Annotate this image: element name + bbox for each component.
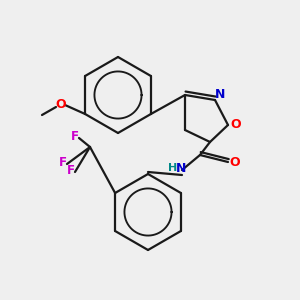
Text: N: N bbox=[215, 88, 225, 101]
Text: N: N bbox=[176, 161, 186, 175]
Text: O: O bbox=[56, 98, 66, 112]
Text: O: O bbox=[230, 155, 240, 169]
Text: H: H bbox=[168, 163, 178, 173]
Text: F: F bbox=[59, 157, 67, 169]
Text: F: F bbox=[71, 130, 79, 143]
Text: O: O bbox=[231, 118, 241, 131]
Text: F: F bbox=[67, 164, 75, 178]
